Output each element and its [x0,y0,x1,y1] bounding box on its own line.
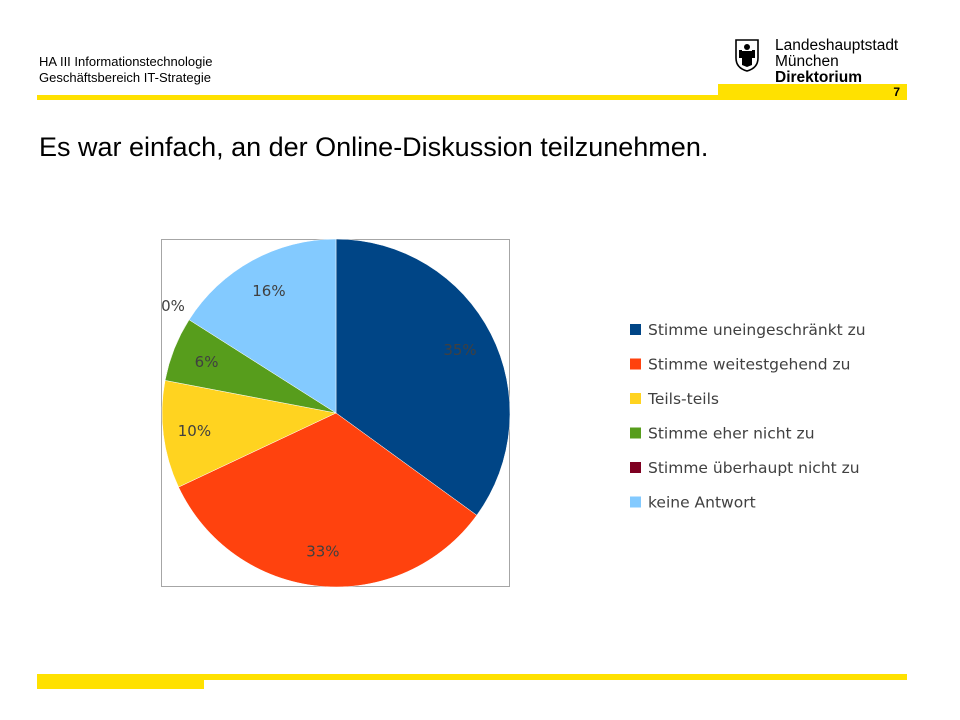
footer-tab [37,680,204,689]
slide-title: Es war einfach, an der Online-Diskussion… [39,132,709,162]
legend-swatch [630,496,641,508]
legend-swatch [630,462,641,473]
legend-label: Teils-teils [647,390,719,408]
data-label: 0% [161,297,185,315]
data-label: 33% [306,543,339,561]
pie-slice [335,238,511,516]
data-label: 10% [178,422,211,440]
legend-label: Stimme überhaupt nicht zu [648,459,860,477]
legend-label: keine Antwort [648,494,756,512]
legend-swatch [630,393,641,404]
legend-swatch [630,427,641,439]
page-number: 7 [893,85,900,99]
data-label: 35% [443,341,476,359]
city-logo-text: Landeshauptstadt München Direktorium [775,38,898,86]
org-line-2: Geschäftsbereich IT-Strategie [39,70,211,85]
munich-seal-icon [735,39,759,72]
org-unit: HA III Informationstechnologie Geschäfts… [39,54,212,86]
footer-rule [37,674,907,680]
legend-label: Stimme uneingeschränkt zu [648,321,866,339]
pie-slice [178,412,478,588]
org-line-1: HA III Informationstechnologie [39,54,213,69]
legend-label: Stimme eher nicht zu [648,425,815,443]
legend-swatch [630,324,641,335]
logo-line-3: Direktorium [775,69,862,86]
page-number-tab [718,84,907,100]
pie-slice [188,238,337,414]
header-rule [37,95,907,100]
logo-line-1: Landeshauptstadt [775,37,899,54]
legend-swatch [630,358,641,370]
logo-line-2: München [775,53,839,70]
legend-label: Stimme weitestgehend zu [648,356,850,374]
data-label: 6% [195,353,219,371]
pie-slice [161,380,337,488]
data-label: 16% [252,282,285,300]
